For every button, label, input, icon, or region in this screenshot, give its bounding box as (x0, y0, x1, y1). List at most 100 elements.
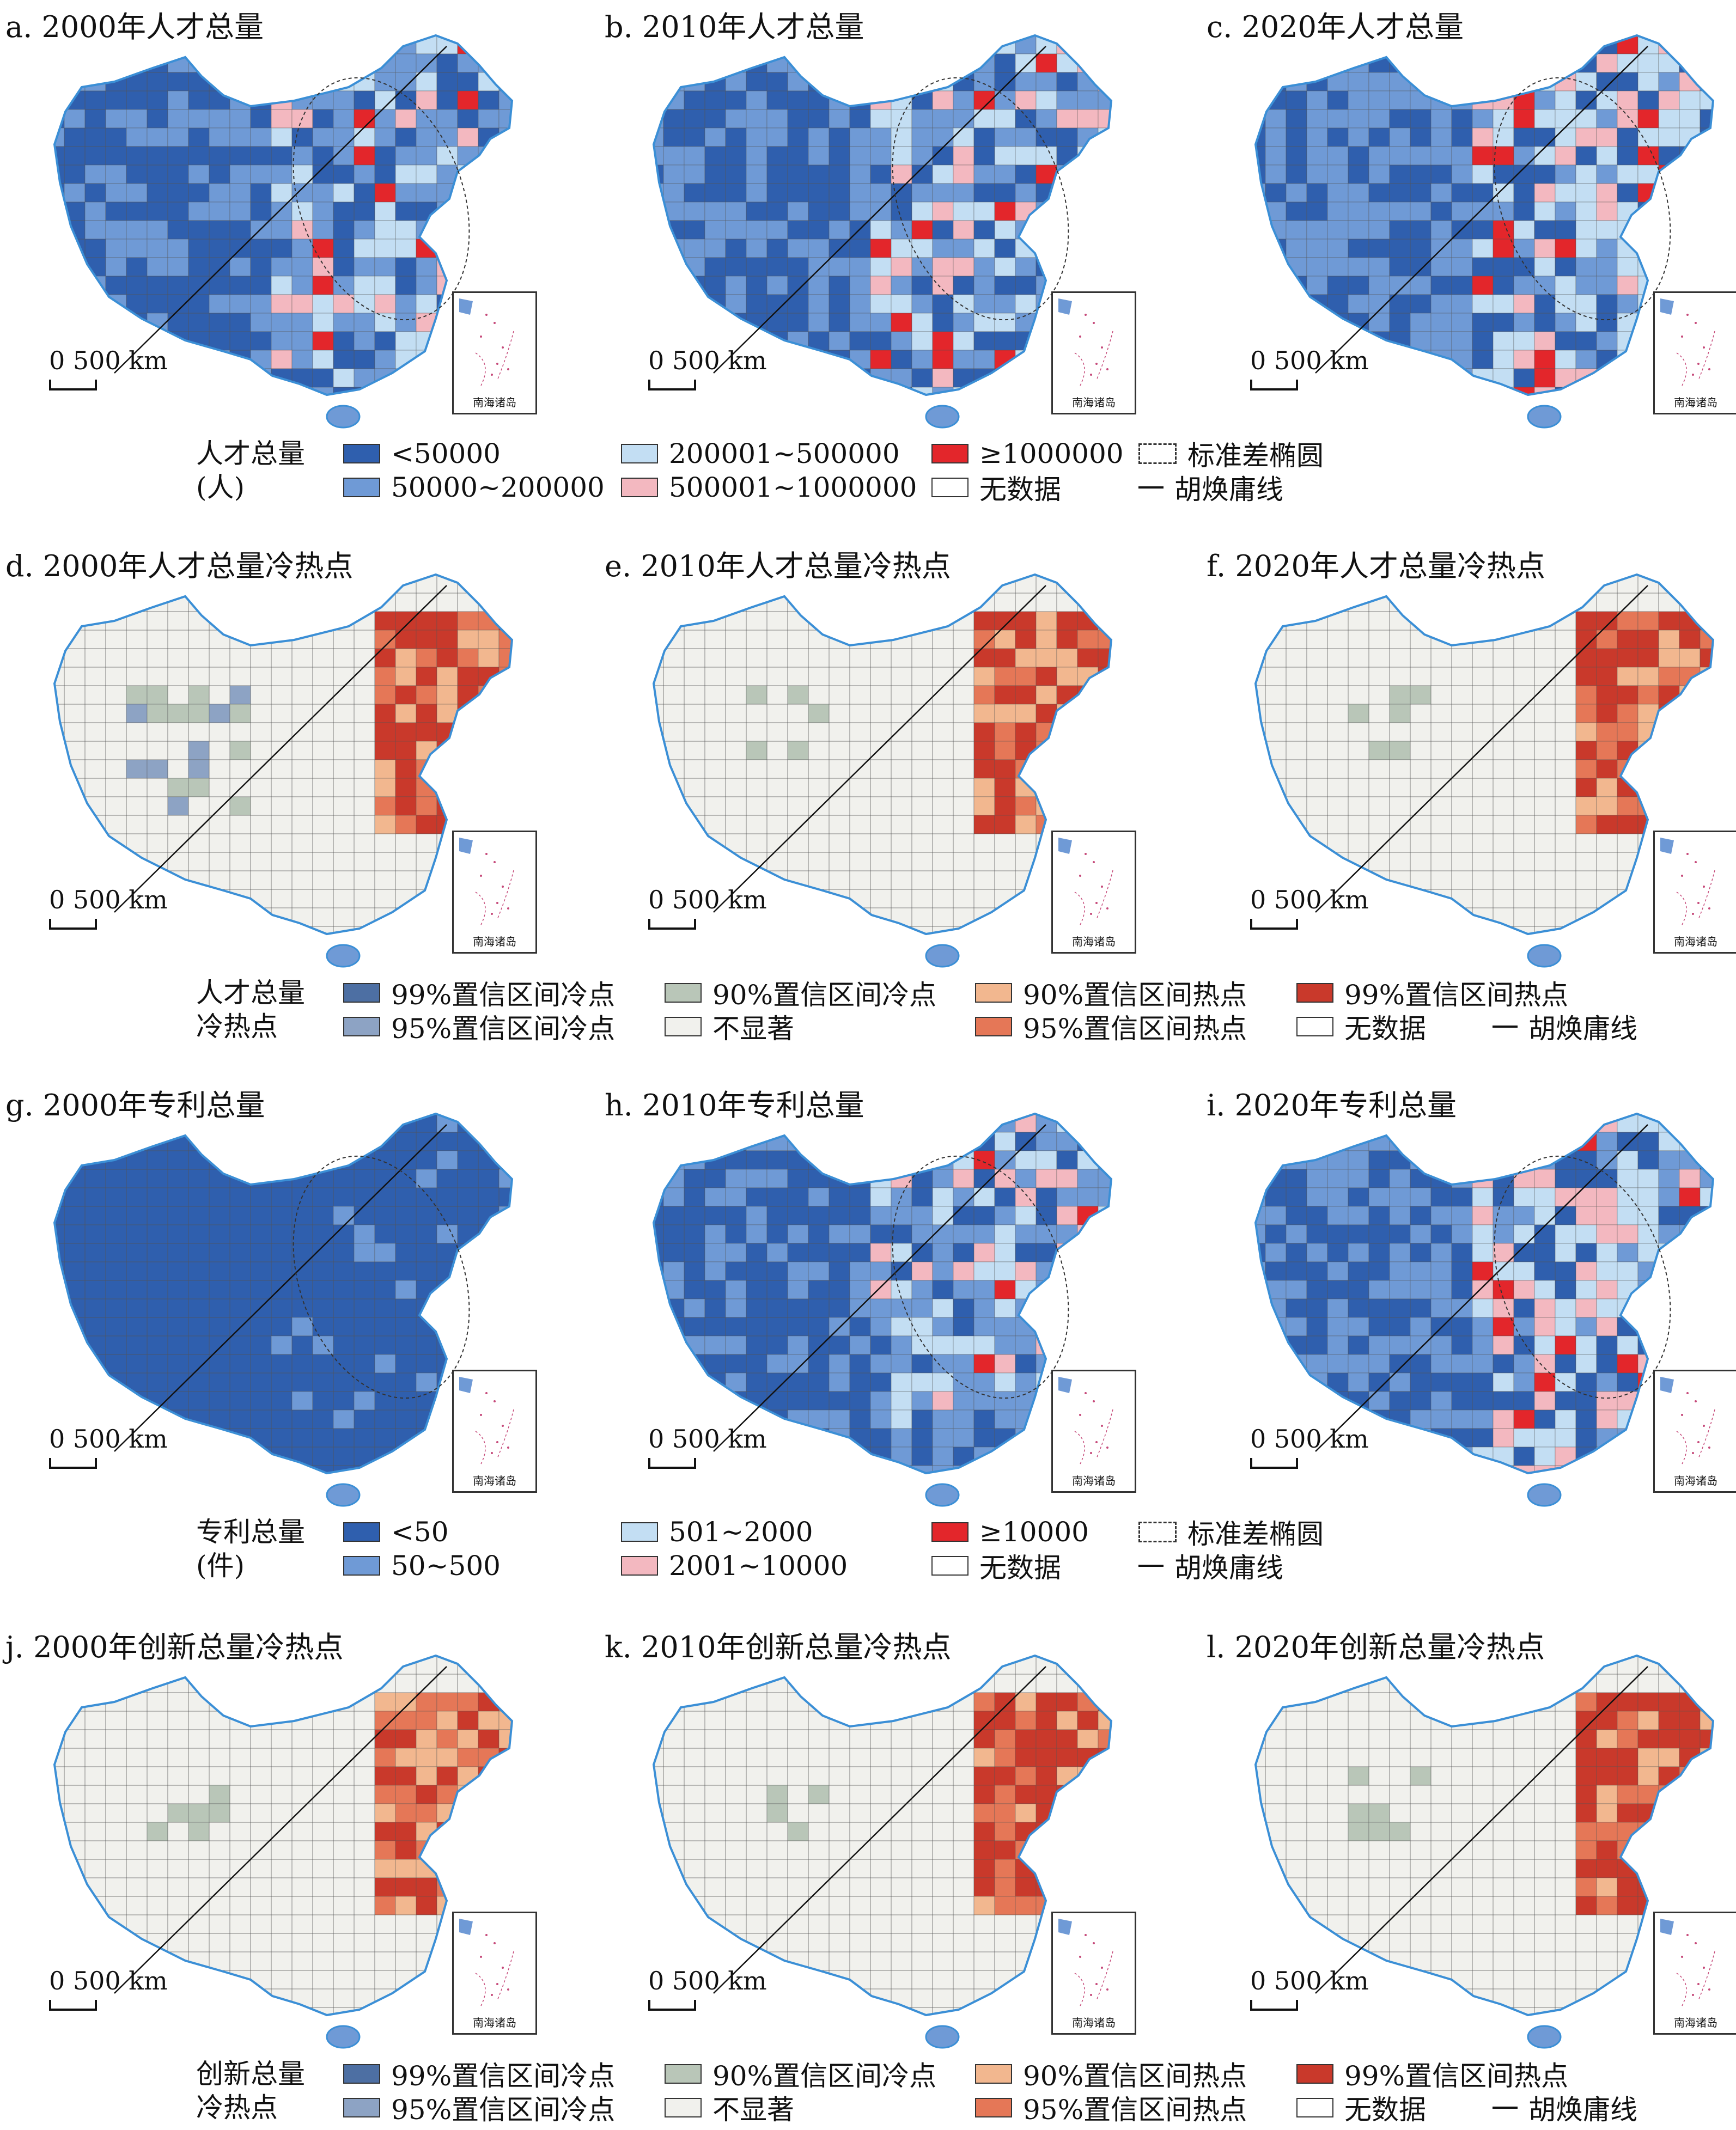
hu-line (114, 46, 447, 374)
inset-label: 南海诸岛 (1072, 2016, 1116, 2029)
sd-ellipse (293, 77, 470, 321)
scale-label: 0 500 km (49, 346, 168, 375)
china-map (652, 1654, 1113, 2049)
panel-title: d. 2000年人才总量冷热点 (5, 549, 354, 583)
legend-item-hu-line: 胡焕庸线 (1138, 469, 1283, 505)
scale-label: 0 500 km (49, 885, 168, 914)
inset-label: 南海诸岛 (1072, 1474, 1116, 1487)
hu-line (713, 1666, 1046, 1994)
coastline (1254, 573, 1715, 936)
china-map (1254, 573, 1715, 968)
sd-ellipse (293, 1155, 470, 1399)
map-panel: h. 2010年专利总量 南海诸岛 0 500 km (605, 1081, 1171, 1528)
scale-bar: 0 500 km (1250, 346, 1369, 390)
south-china-sea-inset: 南海诸岛 (452, 1370, 537, 1493)
legend-item-count4: 2001~10000 (621, 1548, 848, 1584)
map-panel: l. 2020年创新总量冷热点南海诸岛 0 500 km (1207, 1623, 1736, 2070)
scale-label: 0 500 km (1250, 1424, 1369, 1454)
legend-hot-innovation: 创新总量 冷热点 99%置信区间冷点 95%置信区间冷点 90%置信区间冷点 不… (196, 2056, 1721, 2130)
scale-bar: 0 500 km (1250, 1424, 1369, 1469)
legend-talent: 人才总量 (人) <50000 50000~200000 200001~5000… (196, 436, 1721, 512)
coastline (53, 34, 514, 396)
map-panel: d. 2000年人才总量冷热点南海诸岛 0 500 km (5, 542, 572, 988)
legend-item-ns: 不显著 (665, 1009, 794, 1045)
hu-line (713, 1124, 1046, 1452)
coastline (1254, 1112, 1715, 1475)
inset-label: 南海诸岛 (1674, 2016, 1717, 2029)
legend-item-nodata: 无数据 (931, 1548, 1061, 1584)
legend-subtitle: 冷热点 (196, 2092, 278, 2123)
legend-item-count3: 501~2000 (621, 1514, 813, 1550)
legend-item-hot95: 95%置信区间热点 (975, 2090, 1247, 2126)
inset-label: 南海诸岛 (473, 2016, 516, 2029)
legend-item-cold90: 90%置信区间冷点 (665, 2056, 936, 2092)
sd-ellipse (892, 1155, 1069, 1399)
legend-item-count3: 200001~500000 (621, 436, 900, 472)
coastline (53, 1112, 514, 1475)
panel-title: h. 2010年专利总量 (605, 1088, 864, 1122)
scale-label: 0 500 km (1250, 346, 1369, 375)
china-map (53, 1654, 514, 2049)
scale-bar: 0 500 km (49, 1966, 168, 2011)
scale-label: 0 500 km (648, 346, 767, 375)
legend-item-hu-line: 胡焕庸线 (1493, 2090, 1637, 2126)
hu-line (1315, 46, 1648, 374)
hu-line (114, 1666, 447, 1994)
scale-bar: 0 500 km (1250, 1966, 1369, 2011)
scale-label: 0 500 km (1250, 885, 1369, 914)
coastline (53, 573, 514, 936)
legend-item-nodata: 无数据 (1296, 2090, 1426, 2126)
scale-bar: 0 500 km (49, 885, 168, 930)
legend-item-hot90: 90%置信区间热点 (975, 975, 1247, 1011)
south-china-sea-inset: 南海诸岛 (452, 1912, 537, 2035)
south-china-sea-inset: 南海诸岛 (452, 831, 537, 954)
sd-ellipse (1494, 1155, 1671, 1399)
panel-title: l. 2020年创新总量冷热点 (1207, 1630, 1545, 1664)
legend-item-cold99: 99%置信区间冷点 (343, 2056, 615, 2092)
legend-item-hot99: 99%置信区间热点 (1296, 975, 1568, 1011)
legend-hot-talent: 人才总量 冷热点 99%置信区间冷点 95%置信区间冷点 90%置信区间冷点 不… (196, 975, 1721, 1051)
scale-label: 0 500 km (648, 885, 767, 914)
map-panel: a. 2000年人才总量 南海诸岛 0 500 km (5, 3, 572, 449)
panel-title: j. 2000年创新总量冷热点 (5, 1630, 344, 1664)
south-china-sea-inset: 南海诸岛 (452, 291, 537, 414)
inset-label: 南海诸岛 (1674, 935, 1717, 948)
legend-item-ns: 不显著 (665, 2090, 794, 2126)
legend-title: 专利总量 (196, 1516, 305, 1548)
hu-line (114, 1124, 447, 1452)
hu-line (1315, 585, 1648, 913)
inset-label: 南海诸岛 (473, 396, 516, 409)
scale-label: 0 500 km (648, 1966, 767, 1995)
china-map (652, 573, 1113, 968)
coastline (652, 573, 1113, 936)
map-panel: k. 2010年创新总量冷热点 南海诸岛 0 500 km (605, 1623, 1171, 2070)
scale-bar: 0 500 km (648, 1966, 767, 2011)
china-map (53, 34, 514, 429)
panel-title: e. 2010年人才总量冷热点 (605, 549, 951, 583)
coastline (652, 1654, 1113, 2017)
inset-label: 南海诸岛 (1674, 396, 1717, 409)
coastline (1254, 34, 1715, 396)
south-china-sea-inset: 南海诸岛 (1653, 1912, 1736, 2035)
legend-item-cold90: 90%置信区间冷点 (665, 975, 936, 1011)
inset-label: 南海诸岛 (1674, 1474, 1717, 1487)
legend-title: 创新总量 (196, 2058, 305, 2090)
panel-title: b. 2010年人才总量 (605, 10, 864, 44)
legend-item-count5: ≥1000000 (931, 436, 1124, 472)
legend-item-hu-line: 胡焕庸线 (1138, 1548, 1283, 1584)
coastline (1254, 1654, 1715, 2017)
legend-item-count1: <50000 (343, 436, 501, 472)
south-china-sea-inset: 南海诸岛 (1653, 291, 1736, 414)
hu-line (713, 585, 1046, 913)
map-panel: g. 2000年专利总量 南海诸岛 0 500 km (5, 1081, 572, 1528)
china-map (53, 573, 514, 968)
legend-item-hu-line: 胡焕庸线 (1493, 1009, 1637, 1045)
inset-label: 南海诸岛 (1072, 935, 1116, 948)
inset-label: 南海诸岛 (473, 935, 516, 948)
map-panel: f. 2020年人才总量冷热点 南海诸岛 0 500 km (1207, 542, 1736, 988)
legend-item-count4: 500001~1000000 (621, 469, 917, 505)
panel-title: i. 2020年专利总量 (1207, 1088, 1457, 1122)
map-panel: c. 2020年人才总量 南海诸岛 0 500 km (1207, 3, 1736, 449)
china-map (652, 1112, 1113, 1507)
coastline (652, 1112, 1113, 1475)
